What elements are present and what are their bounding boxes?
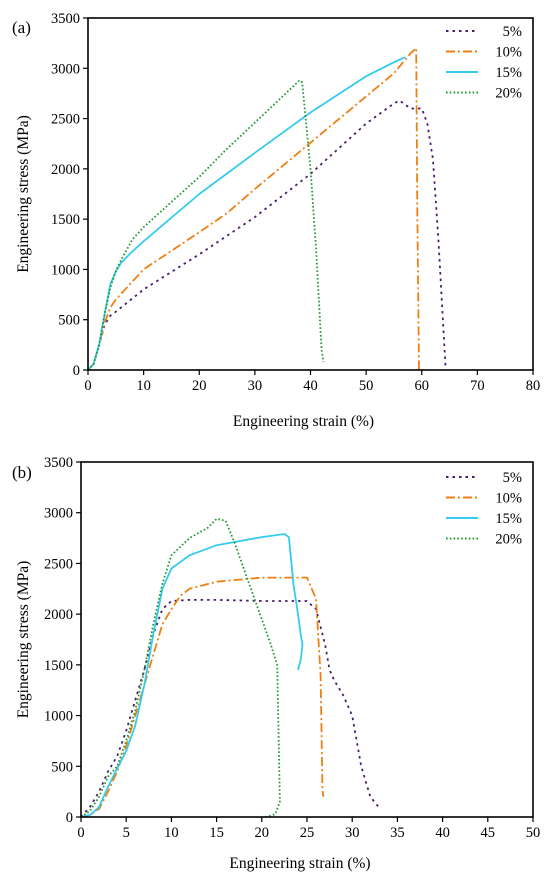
series-line-5pct [80, 599, 381, 818]
x-tick-label: 60 [415, 378, 430, 394]
panel-label: (a) [12, 18, 31, 37]
y-tick-label: 2500 [51, 112, 80, 128]
x-tick-label: 10 [136, 378, 151, 394]
legend-label: 10% [495, 491, 522, 507]
y-tick-label: 500 [58, 313, 80, 329]
y-tick-label: 0 [66, 810, 73, 826]
y-tick-label: 1000 [44, 709, 73, 725]
x-tick-label: 20 [192, 378, 207, 394]
y-tick-label: 1500 [51, 212, 80, 228]
series-line-5pct [87, 99, 447, 371]
x-tick-label: 50 [526, 825, 541, 841]
x-axis-title: Engineering strain (%) [233, 413, 374, 430]
legend-label: 5% [503, 24, 522, 40]
series-line-15pct [80, 533, 304, 818]
x-tick-label: 35 [390, 825, 405, 841]
series-line-20pct [87, 79, 325, 371]
y-tick-label: 3500 [51, 11, 80, 27]
y-tick-label: 500 [51, 759, 73, 775]
legend-label: 15% [495, 65, 522, 81]
x-axis-title: Engineering strain (%) [229, 855, 370, 872]
x-tick-label: 5 [123, 825, 130, 841]
x-tick-label: 15 [209, 825, 224, 841]
x-tick-label: 10 [164, 825, 179, 841]
panel-label: (b) [12, 463, 32, 482]
x-tick-label: 50 [359, 378, 374, 394]
series-line-15pct [87, 56, 406, 371]
x-tick-label: 0 [84, 378, 91, 394]
x-tick-label: 40 [303, 378, 318, 394]
y-tick-label: 2000 [44, 607, 73, 623]
y-tick-label: 3500 [44, 455, 73, 471]
y-axis-title: Engineering stress (MPa) [15, 561, 32, 719]
y-axis-title: Engineering stress (MPa) [15, 115, 32, 273]
x-tick-label: 30 [248, 378, 263, 394]
series-line-10pct [87, 47, 420, 371]
legend-label: 20% [495, 532, 522, 548]
x-tick-label: 80 [526, 378, 541, 394]
x-tick-label: 70 [470, 378, 485, 394]
x-tick-label: 45 [481, 825, 496, 841]
x-tick-label: 0 [77, 825, 84, 841]
x-tick-label: 40 [435, 825, 450, 841]
plot-frame [80, 461, 534, 818]
y-tick-label: 3000 [44, 506, 73, 522]
y-tick-label: 0 [73, 363, 80, 379]
x-tick-label: 20 [255, 825, 270, 841]
y-tick-label: 3000 [51, 61, 80, 77]
legend-label: 5% [503, 470, 522, 486]
panel-a: 0 10 20 30 40 50 60 70 80 0 500 1000 1500 2000 2500 300… [12, 11, 540, 430]
x-tick-label: 30 [345, 825, 360, 841]
y-tick-label: 1000 [51, 262, 80, 278]
plot-frame [87, 17, 534, 371]
series-line-20pct [80, 517, 281, 818]
y-tick-label: 1500 [44, 658, 73, 674]
legend-label: 15% [495, 511, 522, 527]
panel-b: 0 5 10 15 20 25 30 35 40 45 5005001000150020002500… [12, 455, 540, 872]
legend-label: 20% [495, 86, 522, 102]
x-tick-label: 25 [300, 825, 315, 841]
series-line-10pct [80, 576, 325, 818]
y-tick-label: 2500 [44, 556, 73, 572]
y-tick-label: 2000 [51, 162, 80, 178]
legend-label: 10% [495, 45, 522, 61]
